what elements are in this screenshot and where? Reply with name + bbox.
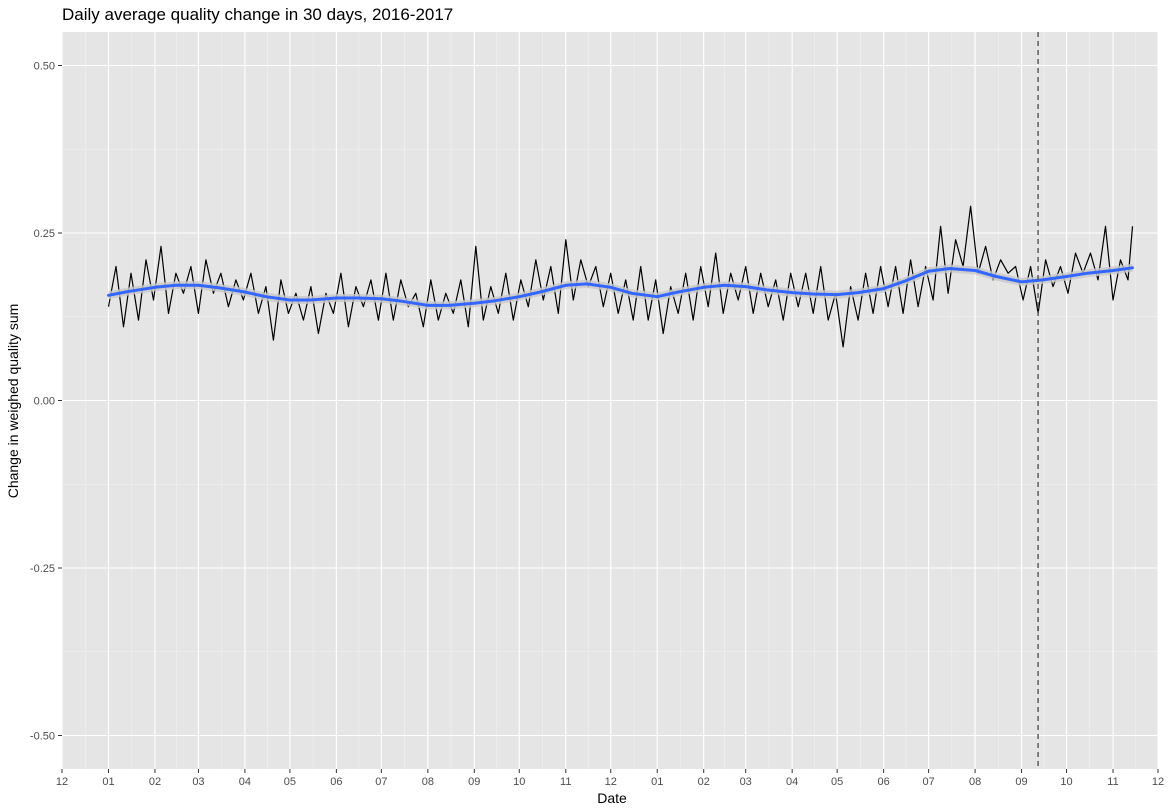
daily-series-line xyxy=(107,205,1134,348)
x-tick-label: 09 xyxy=(1015,776,1027,788)
x-tick-label: 06 xyxy=(878,776,890,788)
x-tick-label: 01 xyxy=(102,776,114,788)
smooth-trend-line xyxy=(107,266,1134,307)
x-tick-label: 12 xyxy=(1152,776,1164,788)
x-tick-label: 04 xyxy=(786,776,798,788)
x-tick-label: 02 xyxy=(698,776,710,788)
x-axis: 12 01 02 03 04 05 06 07 08 09 10 11 12 01 02 03 04 05 06 07… xyxy=(56,769,1164,788)
x-tick-label: 06 xyxy=(330,776,342,788)
y-tick-label: -0.50 xyxy=(30,731,55,743)
x-tick-label: 05 xyxy=(831,776,843,788)
x-axis-title: Date xyxy=(597,790,627,806)
chart-title: Daily average quality change in 30 days,… xyxy=(62,5,453,24)
x-tick-label: 01 xyxy=(651,776,663,788)
x-tick-label: 11 xyxy=(1107,776,1118,788)
y-tick-label: -0.25 xyxy=(30,563,55,575)
x-tick-label: 08 xyxy=(422,776,434,788)
x-tick-label: 10 xyxy=(1060,776,1072,788)
x-tick-label: 03 xyxy=(740,776,752,788)
x-tick-label: 12 xyxy=(56,776,68,788)
y-axis: -0.50 -0.25 0.00 0.25 0.50 xyxy=(30,61,62,743)
x-tick-label: 11 xyxy=(560,776,571,788)
x-tick-label: 08 xyxy=(969,776,981,788)
x-tick-label: 10 xyxy=(513,776,525,788)
x-tick-label: 09 xyxy=(468,776,480,788)
x-tick-label: 05 xyxy=(284,776,296,788)
x-tick-label: 04 xyxy=(239,776,251,788)
y-tick-label: 0.00 xyxy=(34,396,55,408)
x-tick-label: 12 xyxy=(605,776,617,788)
x-tick-label: 02 xyxy=(149,776,161,788)
x-tick-label: 07 xyxy=(375,776,387,788)
major-gridlines xyxy=(61,32,1159,769)
y-tick-label: 0.50 xyxy=(34,61,55,73)
x-tick-label: 07 xyxy=(922,776,934,788)
y-axis-title: Change in weighed quality sum xyxy=(5,304,21,499)
x-tick-label: 03 xyxy=(192,776,204,788)
y-tick-label: 0.25 xyxy=(34,228,55,240)
series-layer xyxy=(107,205,1134,348)
